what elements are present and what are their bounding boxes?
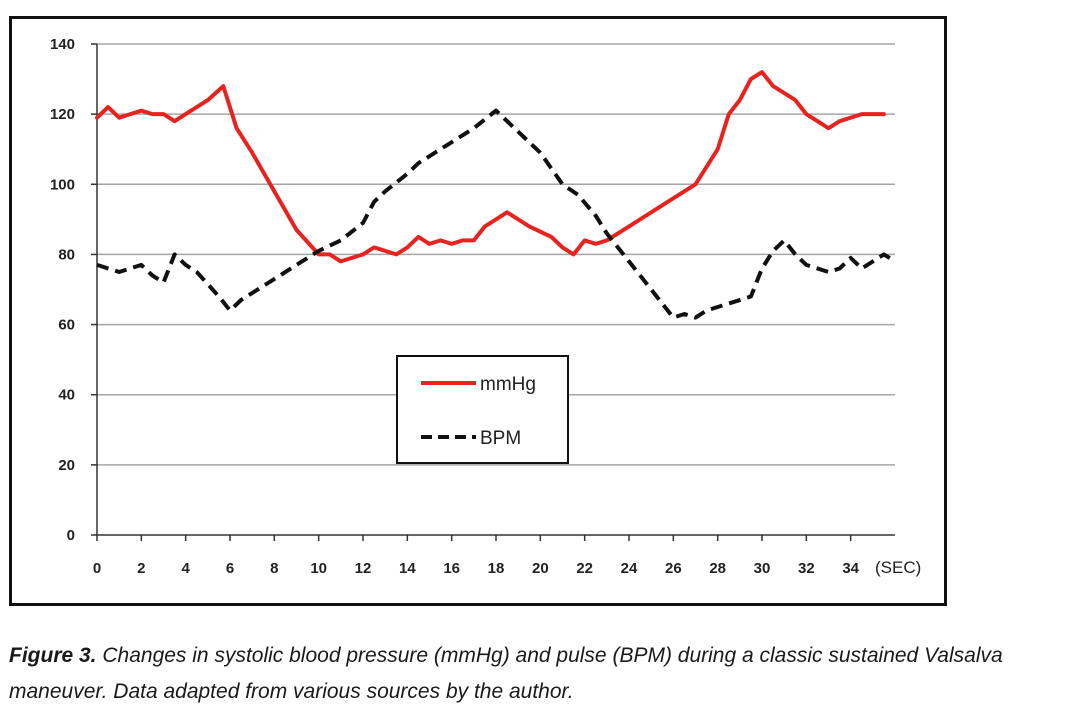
y-tick-label-120: 120	[50, 106, 75, 123]
legend-label-bpm: BPM	[480, 428, 521, 449]
x-tick-label-4: 4	[181, 560, 190, 577]
x-tick-label-34: 34	[842, 560, 859, 577]
x-tick-label-2: 2	[137, 560, 145, 577]
x-tick-label-18: 18	[488, 560, 505, 577]
legend: mmHg BPM	[396, 355, 569, 464]
gridlines	[97, 43, 895, 466]
series-line-mmhg	[95, 70, 886, 264]
y-tick-label-100: 100	[50, 176, 75, 193]
y-tick-label-0: 0	[67, 527, 75, 544]
y-tick-label-60: 60	[58, 317, 75, 334]
x-tick-label-30: 30	[754, 560, 771, 577]
x-axis-ticks: 0 2 4 6 8 10 12 14 16 18 20 22 24 26 28 30 32 34	[93, 560, 860, 577]
caption-text: Changes in systolic blood pressure (mmHg…	[9, 644, 1003, 703]
x-tick-label-26: 26	[665, 560, 682, 577]
y-axis-ticks: 0 20 40 60 80 100 120 140	[50, 36, 75, 544]
axes	[91, 43, 895, 541]
legend-box	[396, 355, 569, 464]
x-tick-label-24: 24	[621, 560, 638, 577]
legend-label-mmhg: mmHg	[480, 374, 536, 395]
x-tick-label-14: 14	[399, 560, 416, 577]
x-tick-label-6: 6	[226, 560, 234, 577]
x-tick-label-22: 22	[576, 560, 593, 577]
x-tick-label-32: 32	[798, 560, 815, 577]
figure-caption: Figure 3. Changes in systolic blood pres…	[9, 638, 1074, 710]
series-line-bpm	[96, 108, 897, 320]
x-tick-label-16: 16	[443, 560, 460, 577]
x-tick-label-20: 20	[532, 560, 549, 577]
x-tick-label-28: 28	[709, 560, 726, 577]
series	[95, 70, 897, 320]
x-tick-label-12: 12	[355, 560, 372, 577]
caption-label: Figure 3.	[9, 644, 97, 667]
y-tick-label-140: 140	[50, 36, 75, 53]
x-tick-label-10: 10	[310, 560, 327, 577]
x-tick-label-0: 0	[93, 560, 101, 577]
x-axis-label: (SEC)	[875, 558, 921, 577]
y-tick-label-20: 20	[58, 457, 75, 474]
x-tick-label-8: 8	[270, 560, 278, 577]
y-tick-label-80: 80	[58, 246, 75, 263]
y-tick-label-40: 40	[58, 387, 75, 404]
